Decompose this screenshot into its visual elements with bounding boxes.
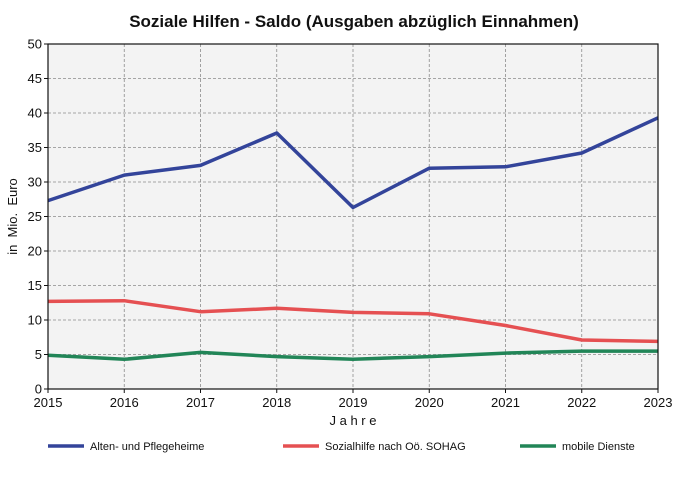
- series-lines: [47, 116, 659, 362]
- x-tick-label: 2021: [491, 395, 520, 410]
- series-line: [47, 116, 659, 210]
- x-tick-label: 2023: [644, 395, 673, 410]
- series-line: [47, 298, 659, 344]
- x-tick-label: 2020: [415, 395, 444, 410]
- legend-item: Alten- und Pflegeheime: [48, 441, 204, 453]
- legend-item: mobile Dienste: [520, 441, 635, 453]
- plot-frame: [47, 43, 659, 390]
- y-tick-label: 40: [28, 106, 42, 121]
- x-tick-label: 2019: [339, 395, 368, 410]
- x-tick-label: 2016: [110, 395, 139, 410]
- x-tick-label: 2015: [34, 395, 63, 410]
- x-axis-ticks: 2015 2016 2017 2018 2019 2020 2021 2022 2023: [34, 389, 673, 410]
- y-tick-label: 30: [28, 175, 42, 190]
- legend-label: mobile Dienste: [562, 441, 635, 453]
- y-tick-label: 15: [28, 278, 42, 293]
- x-tick-label: 2018: [262, 395, 291, 410]
- series-line: [47, 349, 658, 362]
- y-tick-label: 35: [28, 140, 42, 155]
- legend-label: Sozialhilfe nach Oö. SOHAG: [325, 441, 466, 453]
- y-tick-label: 25: [28, 209, 42, 224]
- x-axis-label: J a h r e: [330, 413, 377, 428]
- legend: Alten- und Pflegeheime Sozialhilfe nach O…: [48, 441, 635, 453]
- y-tick-label: 5: [35, 347, 42, 362]
- y-tick-label: 45: [28, 71, 42, 86]
- x-tick-label: 2022: [567, 395, 596, 410]
- x-tick-label: 2017: [186, 395, 215, 410]
- y-axis-label: in Mio. Euro: [5, 178, 20, 255]
- grid-lines: [48, 44, 658, 389]
- y-tick-label: 50: [28, 37, 42, 52]
- y-tick-label: 20: [28, 244, 42, 259]
- legend-item: Sozialhilfe nach Oö. SOHAG: [283, 441, 466, 453]
- y-axis-ticks: 0 5 10 15 20 25 30 35 40 45 50: [28, 37, 48, 397]
- chart-title: Soziale Hilfen - Saldo (Ausgaben abzügli…: [129, 12, 579, 31]
- y-tick-label: 0: [35, 382, 42, 397]
- y-tick-label: 10: [28, 313, 42, 328]
- legend-label: Alten- und Pflegeheime: [90, 441, 204, 453]
